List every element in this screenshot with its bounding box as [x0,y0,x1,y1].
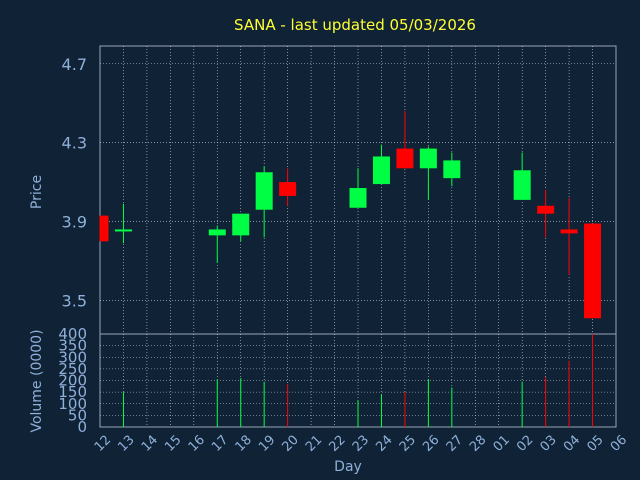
x-tick-label: 12 [92,433,114,455]
candle-body [114,229,132,232]
candle-body [584,223,602,319]
x-tick-label: 04 [561,433,583,455]
candle-body [537,205,555,214]
candle-body [255,172,273,210]
price-tick-label: 3.5 [62,291,87,310]
x-tick-label: 03 [538,433,560,455]
x-tick-label: 13 [115,433,137,455]
price-tick-label: 3.9 [62,213,87,232]
x-tick-label: 26 [420,433,442,455]
candle-body [560,229,578,234]
x-tick-label: 06 [608,433,630,455]
candle-body [419,148,437,169]
x-tick-label: 19 [256,433,278,455]
price-axis-label: Price [29,175,45,209]
volume-tick-label: 300 [58,348,87,366]
price-tick-label: 4.3 [62,134,87,153]
x-tick-label: 02 [514,433,536,455]
x-tick-label: 22 [326,433,348,455]
x-tick-label: 01 [491,433,513,455]
volume-tick-label: 0 [77,418,87,436]
x-tick-label: 18 [233,433,255,455]
x-tick-label: 28 [467,433,489,455]
volume-tick-label: 200 [58,372,87,390]
volume-tick-label: 100 [58,395,87,413]
x-axis-label: Day [334,459,362,475]
volume-tick-label: 400 [58,325,87,343]
x-tick-label: 14 [139,433,161,455]
candle-body [513,170,531,200]
candle-body [208,229,226,236]
volume-tick-label: 50 [68,406,87,424]
volume-tick-label: 150 [58,383,87,401]
candle-body [232,213,250,236]
x-tick-label: 17 [209,433,231,455]
candle-body [279,182,297,196]
x-tick-label: 24 [373,433,395,455]
price-panel: 4.7 4.3 3.9 3.5 [62,45,617,335]
candle-body [396,148,414,169]
candle-body [100,215,109,242]
x-tick-labels: 12 13 14 15 16 17 18 19 20 21 22 23 24 25 26 27 28 01 02 03… [92,433,630,455]
x-tick-label: 16 [186,433,208,455]
x-tick-label: 27 [444,433,466,455]
candle-body [372,156,390,185]
x-tick-label: 05 [584,433,606,455]
x-tick-label: 21 [303,433,325,455]
x-tick-label: 15 [162,433,184,455]
candle-body [443,160,461,179]
volume-tick-label: 250 [58,360,87,378]
volume-axis-label: Volume (0000) [29,329,45,432]
x-tick-label: 25 [397,433,419,455]
volume-tick-label: 350 [58,337,87,355]
price-tick-label: 4.7 [62,55,87,74]
candle-body [349,188,367,208]
chart-title: SANA - last updated 05/03/2026 [234,16,476,34]
x-tick-label: 23 [350,433,372,455]
x-tick-label: 20 [280,433,302,455]
